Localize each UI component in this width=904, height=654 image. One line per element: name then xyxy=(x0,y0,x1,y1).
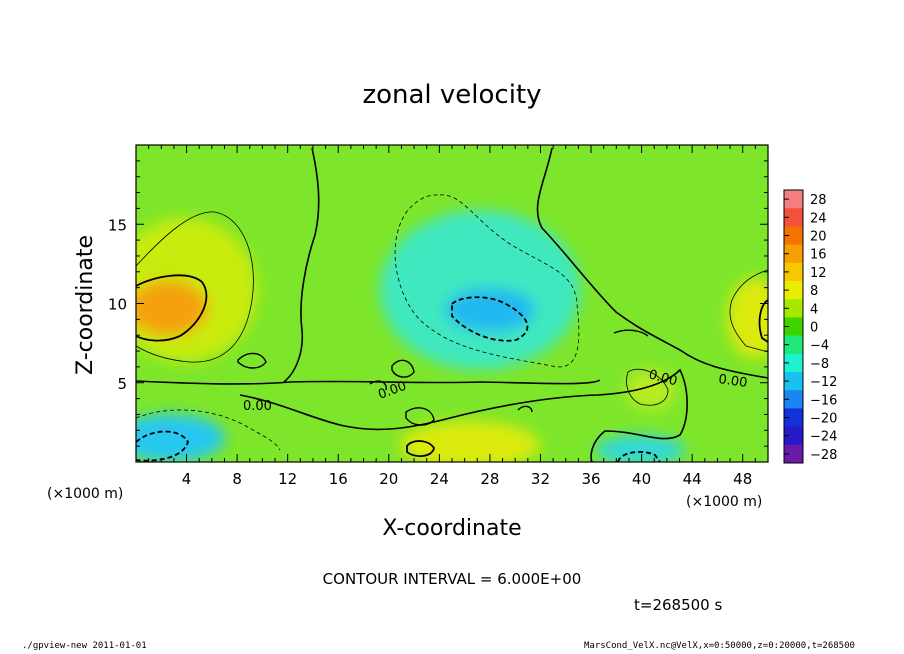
contour-small-loop-4 xyxy=(613,329,649,337)
contour-small-loop-1 xyxy=(237,352,267,369)
colorbar-swatch xyxy=(784,208,803,227)
contour-min-bottom-left xyxy=(136,430,189,462)
footer-left: ./gpview-new 2011-01-01 xyxy=(22,641,147,651)
footer-right: MarsCond_VelX.nc@VelX,x=0:50000,z=0:2000… xyxy=(584,641,855,651)
x-unit-note-right: (×1000 m) xyxy=(686,494,762,510)
colorbar-swatch xyxy=(784,353,803,373)
colorbar-label: 24 xyxy=(810,211,827,226)
region-cool-bottom-right xyxy=(595,435,685,462)
contour-zero-right xyxy=(536,147,768,379)
contour-small-loop-6 xyxy=(517,405,533,413)
y-tick-label: 10 xyxy=(108,296,127,314)
x-tick-label: 32 xyxy=(531,470,550,488)
y-tick-label: 15 xyxy=(108,216,127,234)
colorbar-label: −28 xyxy=(810,448,837,463)
colorbar-swatch xyxy=(784,408,803,428)
contour-interval-text: CONTOUR INTERVAL = 6.000E+00 xyxy=(323,570,582,588)
colorbar-label: 20 xyxy=(810,230,827,245)
contour-zero-lower xyxy=(239,368,688,462)
contour-small-loop-5 xyxy=(369,380,387,391)
region-warm-right xyxy=(727,278,768,358)
x-tick-label: 44 xyxy=(683,470,702,488)
region-warm-mid-right xyxy=(625,370,675,410)
colorbar-label: −16 xyxy=(810,393,837,408)
colorbar-swatch xyxy=(784,226,803,246)
x-tick-label: 16 xyxy=(329,470,348,488)
colorbar-label: −24 xyxy=(810,430,837,445)
contour-lines xyxy=(136,147,768,462)
colorbar-swatch xyxy=(784,190,803,209)
x-tick-label: 48 xyxy=(733,470,752,488)
colorbar-swatch xyxy=(784,299,803,318)
x-tick-label: 20 xyxy=(379,470,398,488)
contour-max-left xyxy=(136,274,208,342)
region-warm-bottom xyxy=(400,421,540,462)
colorbar-label: 8 xyxy=(810,284,818,299)
colorbar-label: 28 xyxy=(810,193,827,208)
x-tick-label: 28 xyxy=(480,470,499,488)
contour-bottom-left-thin xyxy=(136,409,281,451)
x-tick-label: 12 xyxy=(278,470,297,488)
contour-cool-center-thin xyxy=(394,194,580,368)
contour-max-bottom xyxy=(406,440,435,457)
contour-small-loop-3 xyxy=(405,407,435,426)
y-tick-label: 5 xyxy=(117,375,127,393)
contour-small-loop-2 xyxy=(391,359,415,378)
x-tick-label: 40 xyxy=(632,470,651,488)
x-tick-label: 36 xyxy=(581,470,600,488)
x-unit-note-left: (×1000 m) xyxy=(47,486,123,502)
colorbar: 28 24 20 16 12 8 4 0 −4 −8 −12 −16 −20 −24 −28 xyxy=(783,189,837,464)
y-axis-label: Z-coordinate xyxy=(73,235,98,375)
colorbar-label: −4 xyxy=(810,339,829,354)
x-axis: 4 8 12 16 20 24 28 32 36 40 44 48 xyxy=(148,145,756,488)
colorbar-label: −12 xyxy=(810,375,837,390)
contour-label: 0.00 xyxy=(717,372,748,391)
colorbar-swatch xyxy=(784,281,803,300)
colorbar-label: 12 xyxy=(810,266,827,281)
x-tick-label: 4 xyxy=(182,470,192,488)
y-axis: 5 10 15 xyxy=(108,160,768,447)
colorbar-label: 0 xyxy=(810,321,818,336)
colorbar-swatch xyxy=(784,317,803,337)
filled-field xyxy=(136,145,768,462)
colorbar-swatch xyxy=(784,426,803,446)
contour-zero-left xyxy=(283,147,320,383)
colorbar-label: −8 xyxy=(810,357,829,372)
colorbar-swatch xyxy=(784,444,803,464)
contour-warm-left-thin xyxy=(136,211,254,363)
x-tick-label: 8 xyxy=(232,470,242,488)
colorbar-label: −20 xyxy=(810,412,837,427)
colorbar-swatch xyxy=(784,390,803,409)
contour-max-right xyxy=(758,299,768,343)
region-cold-center xyxy=(445,288,535,332)
x-axis-label: X-coordinate xyxy=(382,516,521,541)
contour-min-right xyxy=(617,451,661,462)
time-text: t=268500 s xyxy=(634,596,722,614)
region-cool-bottom-left xyxy=(136,414,225,462)
chart-title: zonal velocity xyxy=(362,80,541,110)
contour-label: 0.00 xyxy=(243,399,272,414)
colorbar-swatch xyxy=(784,372,803,391)
contour-right-thin xyxy=(729,269,768,353)
colorbar-label: 16 xyxy=(810,248,827,263)
x-tick-label: 24 xyxy=(430,470,449,488)
colorbar-label: 4 xyxy=(810,302,818,317)
contour-label: 0.00 xyxy=(647,367,679,389)
contour-mid-right-thin xyxy=(626,368,669,406)
colorbar-swatch xyxy=(784,335,803,355)
colorbar-swatch xyxy=(784,244,803,264)
region-hot-left xyxy=(136,280,208,336)
contour-min-center xyxy=(451,296,529,342)
colorbar-swatch xyxy=(784,262,803,282)
